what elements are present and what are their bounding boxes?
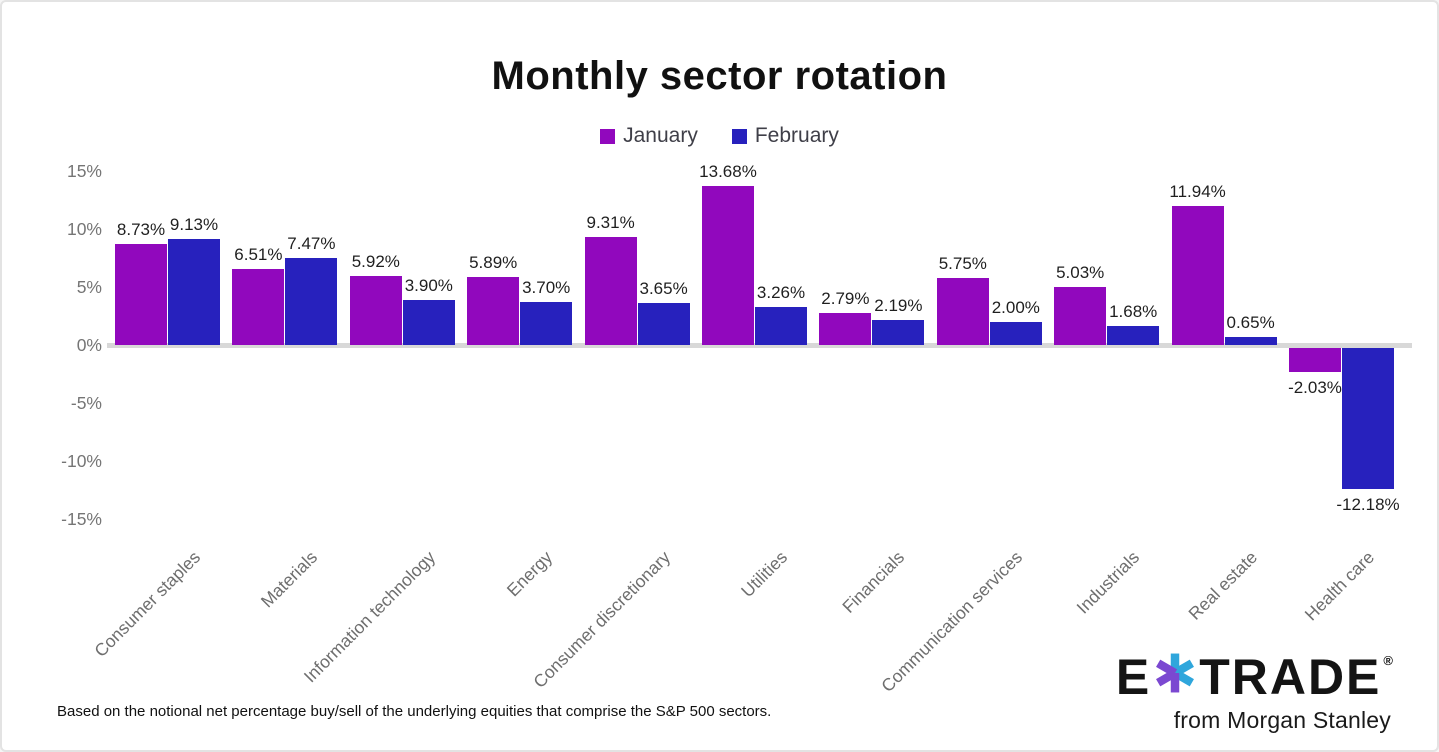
bar-value-label: 5.75% [938,254,987,274]
legend-item-january: January [600,124,698,148]
x-axis-label-9: Industrials [1072,547,1144,618]
bar-february-9 [1107,325,1160,345]
bar-value-label: 3.26% [756,283,806,303]
x-axis-label-8: Communication services [877,547,1026,696]
bar-january-6 [702,186,754,345]
legend-label: January [623,124,698,147]
bar-january-11 [1289,348,1341,372]
etrade-logo: E TRADE ® from Morgan Stanley [1115,648,1393,734]
bar-january-9 [1054,286,1107,345]
y-axis-tick-label: 5% [76,277,102,297]
bar-january-4 [467,276,520,345]
bar-value-label: 11.94% [1169,182,1226,202]
bar-value-label: 8.73% [116,219,166,239]
chart-footnote: Based on the notional net percentage buy… [57,703,772,720]
bar-january-7 [819,312,872,345]
bar-value-label: -2.03% [1288,377,1342,397]
bar-january-3 [349,276,402,345]
bar-february-10 [1224,337,1277,345]
etrade-asterisk-icon [1153,649,1197,706]
bar-february-3 [402,299,455,345]
bar-value-label: 2.19% [874,295,923,315]
etrade-wordmark-e: E [1115,648,1152,705]
bar-value-label: 9.31% [586,213,635,232]
bar-january-8 [936,278,989,345]
bar-january-1 [115,243,167,345]
bar-value-label: 1.68% [1109,301,1158,321]
y-axis-tick-label: 10% [66,219,102,239]
bar-january-5 [584,237,637,345]
bar-value-label: 13.68% [699,162,757,182]
legend-swatch-january [600,128,616,144]
y-axis-tick-label: 0% [76,335,102,355]
bar-value-label: 3.90% [404,275,453,295]
y-axis-tick-label: 15% [66,161,102,181]
bar-value-label: 7.47% [287,234,336,254]
bar-february-1 [168,239,220,345]
bar-february-2 [285,258,338,345]
bar-value-label: 0.65% [1226,313,1275,333]
bar-value-label: 2.79% [821,288,870,308]
bar-value-label: 5.89% [469,252,518,272]
bar-january-10 [1171,206,1224,345]
x-axis-zero-line [107,343,1412,348]
y-axis-tick-label: -5% [70,393,102,413]
legend-item-february: February [731,124,839,148]
bar-value-label: 5.03% [1056,262,1105,282]
etrade-wordmark-trade: TRADE [1199,648,1382,705]
bar-february-11 [1342,348,1394,490]
bar-value-label: 2.00% [991,297,1040,317]
chart-title: Monthly sector rotation [491,54,948,98]
bar-value-label: 6.51% [234,245,283,265]
chart-legend: January February [2,124,1437,148]
bar-value-label: -12.18% [1336,495,1400,515]
y-axis-tick-label: -10% [61,451,102,471]
bar-february-4 [520,302,573,345]
legend-swatch-february [731,128,747,144]
bar-february-8 [989,321,1042,345]
bar-value-label: 3.65% [639,278,688,298]
bar-value-label: 9.13% [169,215,219,235]
bar-february-7 [872,319,925,345]
etrade-tagline: from Morgan Stanley [1173,707,1391,733]
bar-value-label: 5.92% [351,252,400,272]
etrade-wordmark: E TRADE ® [1115,648,1393,706]
bar-february-6 [755,307,807,345]
bar-february-5 [637,302,690,345]
registered-trademark-symbol: ® [1383,652,1393,668]
bar-value-label: 3.70% [522,278,571,298]
y-axis-tick-label: -15% [61,509,102,529]
bar-january-2 [232,269,285,345]
legend-label: February [754,124,839,147]
